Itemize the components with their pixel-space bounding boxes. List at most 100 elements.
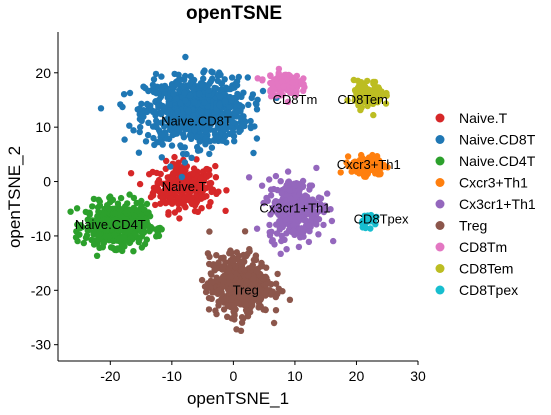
- series-naive-cd8t: [97, 53, 280, 181]
- legend-label: Naive.CD8T: [459, 132, 536, 148]
- data-point: [230, 118, 237, 126]
- data-point: [187, 80, 194, 87]
- data-point: [287, 195, 294, 203]
- data-point: [155, 232, 163, 240]
- data-point: [182, 72, 189, 80]
- data-point: [328, 217, 336, 225]
- legend-item: CD8Tem: [435, 261, 513, 277]
- data-point: [277, 178, 284, 185]
- data-point: [166, 101, 173, 108]
- legend-swatch: [435, 178, 445, 187]
- data-point: [88, 236, 95, 244]
- cluster-label: Naive.T: [162, 179, 207, 194]
- data-point: [245, 174, 253, 181]
- data-point: [260, 275, 267, 282]
- data-point: [97, 105, 105, 112]
- data-point: [266, 221, 273, 229]
- data-point: [337, 169, 344, 176]
- data-point: [238, 121, 246, 128]
- data-point: [234, 90, 241, 98]
- data-point: [255, 284, 262, 291]
- data-point: [199, 115, 206, 122]
- data-point: [153, 226, 160, 233]
- data-point: [115, 246, 122, 253]
- data-point: [260, 199, 267, 207]
- cluster-label: CD8Tm: [273, 92, 318, 107]
- data-point: [126, 227, 133, 234]
- data-point: [187, 132, 195, 140]
- data-point: [201, 99, 208, 106]
- data-point: [300, 75, 307, 82]
- data-point: [249, 91, 257, 98]
- data-point: [202, 135, 209, 143]
- data-point: [205, 306, 213, 313]
- data-point: [313, 221, 320, 228]
- data-point: [178, 173, 186, 181]
- data-point: [299, 196, 306, 204]
- data-point: [219, 263, 227, 270]
- data-point: [136, 115, 144, 123]
- data-point: [237, 126, 244, 134]
- data-point: [236, 102, 243, 109]
- legend-swatch: [435, 135, 445, 144]
- data-point: [73, 205, 81, 212]
- data-point: [228, 96, 235, 104]
- data-point: [249, 290, 256, 297]
- data-point: [272, 280, 280, 287]
- cluster-label: Treg: [233, 282, 259, 297]
- data-point: [207, 270, 214, 277]
- data-point: [259, 77, 266, 84]
- x-axis-title: openTSNE_1: [187, 389, 289, 408]
- data-point: [228, 302, 235, 309]
- data-point: [143, 200, 151, 208]
- data-point: [284, 98, 292, 106]
- data-point: [196, 90, 203, 98]
- legend-item: CD8Tpex: [435, 282, 518, 298]
- data-point: [320, 221, 327, 229]
- data-point: [230, 308, 237, 315]
- data-point: [163, 84, 170, 92]
- data-point: [293, 88, 300, 95]
- data-point: [302, 200, 310, 208]
- data-point: [139, 225, 147, 232]
- y-tick-label: -10: [31, 228, 51, 244]
- series-treg: [198, 228, 294, 334]
- data-point: [344, 153, 352, 160]
- data-point: [158, 189, 165, 196]
- data-point: [190, 177, 197, 184]
- data-point: [267, 186, 275, 193]
- data-point: [136, 180, 144, 188]
- data-point: [274, 270, 281, 278]
- data-point: [297, 234, 304, 241]
- data-point: [302, 192, 309, 199]
- x-tick-label: 10: [287, 368, 303, 384]
- x-tick-label: 20: [349, 368, 365, 384]
- data-point: [305, 222, 312, 229]
- data-point: [237, 260, 244, 267]
- data-point: [138, 100, 145, 108]
- data-point: [245, 101, 252, 109]
- x-tick-label: -10: [162, 368, 182, 384]
- x-axis-ticks: -20 -10 0 10 20 30: [100, 361, 426, 384]
- data-point: [235, 73, 242, 81]
- data-point: [289, 79, 296, 86]
- data-point: [131, 230, 138, 237]
- data-point: [275, 211, 283, 219]
- data-point: [295, 180, 302, 188]
- data-point: [121, 234, 128, 241]
- data-point: [74, 237, 81, 245]
- data-point: [270, 208, 277, 215]
- data-point: [182, 204, 189, 211]
- data-point: [113, 223, 121, 230]
- data-point: [206, 228, 213, 235]
- data-point: [149, 81, 157, 89]
- y-tick-label: -20: [31, 282, 51, 298]
- data-point: [89, 203, 96, 210]
- legend-label: Naive.CD4T: [459, 153, 536, 169]
- data-point: [295, 213, 302, 221]
- data-point: [212, 174, 220, 181]
- data-point: [295, 243, 303, 251]
- data-point: [246, 248, 253, 255]
- legend-label: Treg: [459, 218, 487, 234]
- data-point: [273, 92, 280, 99]
